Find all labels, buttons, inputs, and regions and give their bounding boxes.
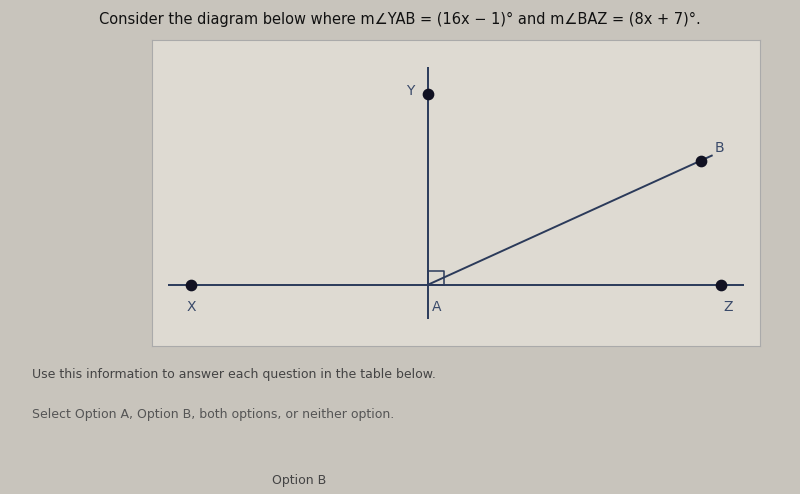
Text: Option B: Option B	[272, 474, 326, 487]
Text: B: B	[715, 141, 725, 155]
Text: A: A	[431, 299, 441, 314]
Point	[185, 281, 198, 288]
Text: Consider the diagram below where m∠YAB = (16x − 1)° and m∠BAZ = (8x + 7)°.: Consider the diagram below where m∠YAB =…	[99, 12, 701, 27]
Text: Y: Y	[406, 83, 414, 98]
Text: Select Option A, Option B, both options, or neither option.: Select Option A, Option B, both options,…	[32, 408, 394, 420]
Point	[694, 157, 707, 165]
Text: X: X	[186, 299, 196, 314]
Point	[714, 281, 727, 288]
Point	[422, 90, 434, 98]
Text: Use this information to answer each question in the table below.: Use this information to answer each ques…	[32, 368, 436, 381]
Text: Z: Z	[724, 299, 733, 314]
